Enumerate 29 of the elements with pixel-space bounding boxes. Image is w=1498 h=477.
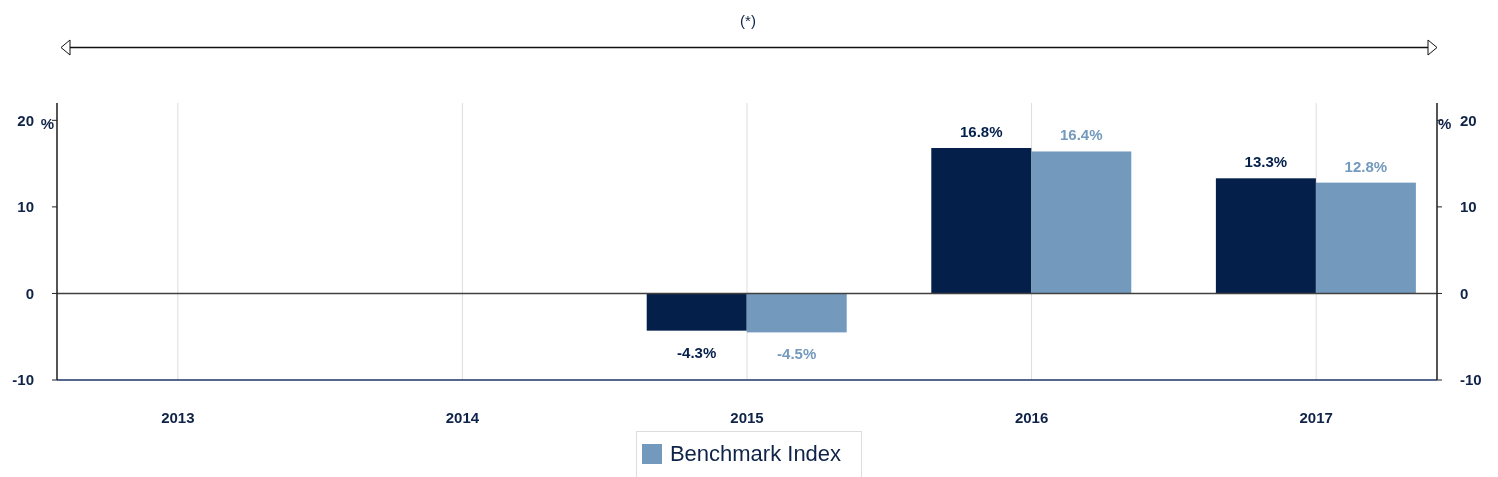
y2-tick-label: 20 [1460,111,1477,129]
y-axis-title: % [40,115,54,132]
data-label: 16.8% [960,123,1003,141]
y-tick-label: -10 [12,371,34,389]
y-tick-label: 10 [17,198,34,216]
x-tick-label: 2015 [730,408,764,426]
y2-tick-label: 10 [1460,198,1477,216]
y2-tick-label: -10 [1460,371,1482,389]
y-tick-label: 20 [17,111,34,129]
data-label: 13.3% [1244,153,1288,171]
bar [1215,178,1316,294]
text: (*) [740,12,756,29]
x-tick-label: 2017 [1299,408,1333,426]
bar [931,148,1032,294]
bar [746,293,847,333]
y2-tick-label: 0 [1460,284,1469,302]
y2-axis-title: % [1438,115,1452,132]
bar [1031,151,1132,294]
data-label: -4.5% [777,345,817,363]
y-tick-label: 0 [25,284,34,302]
legend-label: Benchmark Index [669,441,842,466]
x-tick-label: 2014 [445,408,480,426]
bar [646,293,747,331]
x-tick-label: 2013 [161,408,195,426]
data-label: 12.8% [1344,157,1388,175]
data-label: 16.4% [1060,126,1103,144]
x-tick-label: 2016 [1014,408,1049,426]
data-label: -4.3% [677,343,717,361]
bar [1315,182,1416,294]
